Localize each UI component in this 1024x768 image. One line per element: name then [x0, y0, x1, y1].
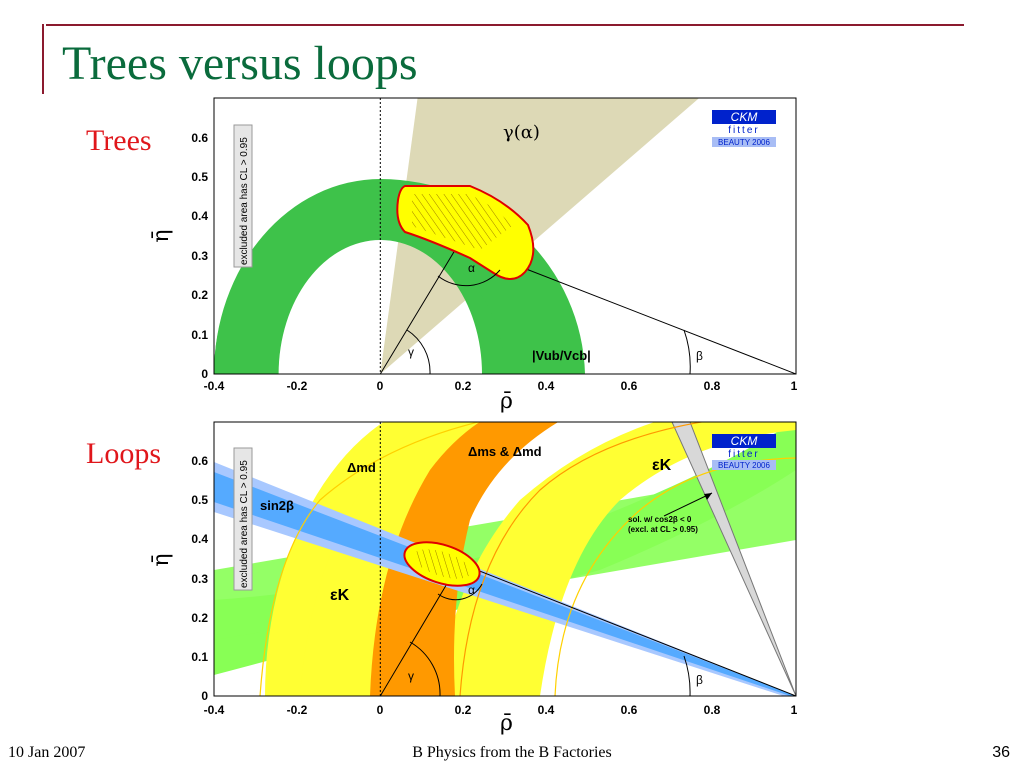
y-tick: 0.5 [191, 493, 208, 507]
loops-x-axis-label: ρ̄ [500, 711, 513, 736]
y-tick: 0.6 [191, 454, 208, 468]
x-tick: -0.2 [287, 379, 308, 393]
loops-excluded-note-box [233, 447, 253, 591]
gamma-label-bottom: γ [408, 669, 414, 683]
sin2beta-outer-band [214, 462, 796, 696]
footer-date: 10 Jan 2007 [8, 744, 86, 761]
y-tick: 0 [201, 689, 208, 703]
gamma-alpha-label: γ(α) [503, 122, 540, 143]
logo-fitter: fitter [728, 125, 759, 136]
trees-excluded-note: excluded area has CL > 0.95 [239, 137, 250, 265]
x-tick: 0.8 [704, 379, 721, 393]
gamma-arc-bottom [409, 641, 441, 696]
x-tick: -0.2 [287, 703, 308, 717]
dm-d-label: Δmd [347, 460, 376, 475]
loops-y-axis-label: η̄ [149, 553, 174, 566]
eps-k-left-label: εK [330, 587, 350, 604]
y-tick: 0.1 [191, 328, 208, 342]
y-tick: 0.2 [191, 288, 208, 302]
dm-s-dm-d-ring [370, 422, 559, 696]
y-tick: 0.4 [191, 209, 208, 223]
ckmfitter-logo-bottom: CKM fitter BEAUTY 2006 [712, 434, 776, 470]
beta-label-bottom: β [696, 673, 703, 687]
gamma-label: γ [408, 345, 414, 359]
y-tick: 0.3 [191, 572, 208, 586]
loops-fit-hatch [413, 549, 471, 579]
loops-x-ticks: -0.4 -0.2 0 0.2 0.4 0.6 0.8 1 [204, 703, 798, 717]
trees-x-axis-label: ρ̄ [500, 389, 513, 414]
y-tick: 0.5 [191, 170, 208, 184]
logo-ckm: CKM [731, 434, 758, 448]
logo-beauty: BEAUTY 2006 [718, 138, 770, 147]
gamma-constraint-wedge [380, 98, 700, 374]
x-tick: 0.2 [455, 379, 472, 393]
sin2beta-label: sin2β [260, 498, 294, 513]
x-tick: 0.4 [538, 379, 555, 393]
logo-beauty: BEAUTY 2006 [718, 461, 770, 470]
loops-y-ticks: 0 0.1 0.2 0.3 0.4 0.5 0.6 [191, 454, 208, 703]
solution-arrow [663, 492, 713, 517]
trees-x-ticks: -0.4 -0.2 0 0.2 0.4 0.6 0.8 1 [204, 379, 798, 393]
footer-title: B Physics from the B Factories [412, 744, 612, 761]
logo-ckm: CKM [731, 110, 758, 124]
x-tick: 1 [791, 379, 798, 393]
y-tick: 0.1 [191, 650, 208, 664]
beta-arc [683, 329, 691, 374]
trees-y-axis-label: η̄ [149, 229, 174, 242]
alpha-label-bottom: α [468, 583, 475, 597]
dm-d-ring-right [440, 422, 796, 696]
x-tick: -0.4 [204, 703, 225, 717]
ckmfitter-logo: CKM fitter BEAUTY 2006 [712, 110, 776, 147]
cos2beta-grey-wedge [671, 422, 796, 696]
x-tick: -0.4 [204, 379, 225, 393]
logo-fitter: fitter [728, 449, 759, 460]
page-number: 36 [992, 744, 1010, 761]
y-tick: 0 [201, 367, 208, 381]
trees-label: Trees [86, 124, 152, 157]
vub-vcb-label: |Vub/Vcb| [532, 348, 591, 363]
trees-excluded-note-box [233, 124, 253, 268]
dm-s-contour [459, 422, 705, 696]
alpha-arc-bottom [437, 583, 483, 601]
x-tick: 0.6 [621, 379, 638, 393]
y-tick: 0.4 [191, 532, 208, 546]
trees-y-ticks: 0 0.1 0.2 0.3 0.4 0.5 0.6 [191, 131, 208, 381]
beta-label: β [696, 349, 703, 363]
trees-plot: γ(α) α γ β |Vub/Vcb| excluded area has C… [149, 97, 798, 414]
y-tick: 0.3 [191, 249, 208, 263]
x-tick: 1 [791, 703, 798, 717]
trees-fit-hatch [412, 194, 512, 250]
sin2beta-inner-band [214, 472, 796, 696]
title-rule [46, 24, 964, 26]
x-tick: 0.8 [704, 703, 721, 717]
x-tick: 0 [377, 703, 384, 717]
eps-k-right-label: εK [652, 457, 672, 474]
trees-plot-frame [213, 97, 797, 375]
x-tick: 0.2 [455, 703, 472, 717]
title-side-rule [42, 24, 44, 94]
x-tick: 0.6 [621, 703, 638, 717]
y-tick: 0.6 [191, 131, 208, 145]
alpha-arc [437, 269, 501, 287]
gamma-arc [406, 329, 431, 374]
loops-excluded-note: excluded area has CL > 0.95 [239, 460, 250, 588]
x-tick: 0 [377, 379, 384, 393]
dm-d-contour [259, 422, 481, 696]
solution-note-line2: (excl. at CL > 0.95) [628, 525, 698, 534]
beta-arc-bottom [683, 655, 691, 696]
alpha-label: α [468, 261, 475, 275]
x-tick: 0.4 [538, 703, 555, 717]
solution-arrow-head [704, 493, 712, 500]
solution-note-line1: sol. w/ cos2β < 0 [628, 515, 692, 524]
dm-s-dm-d-label: Δms & Δmd [468, 444, 542, 459]
y-tick: 0.2 [191, 611, 208, 625]
loops-plot: Δmd Δms & Δmd sin2β εK εK sol. w/ cos2β … [149, 421, 798, 736]
slide-title: Trees versus loops [62, 37, 418, 90]
loops-label: Loops [86, 437, 161, 470]
loops-plot-frame [213, 421, 797, 697]
